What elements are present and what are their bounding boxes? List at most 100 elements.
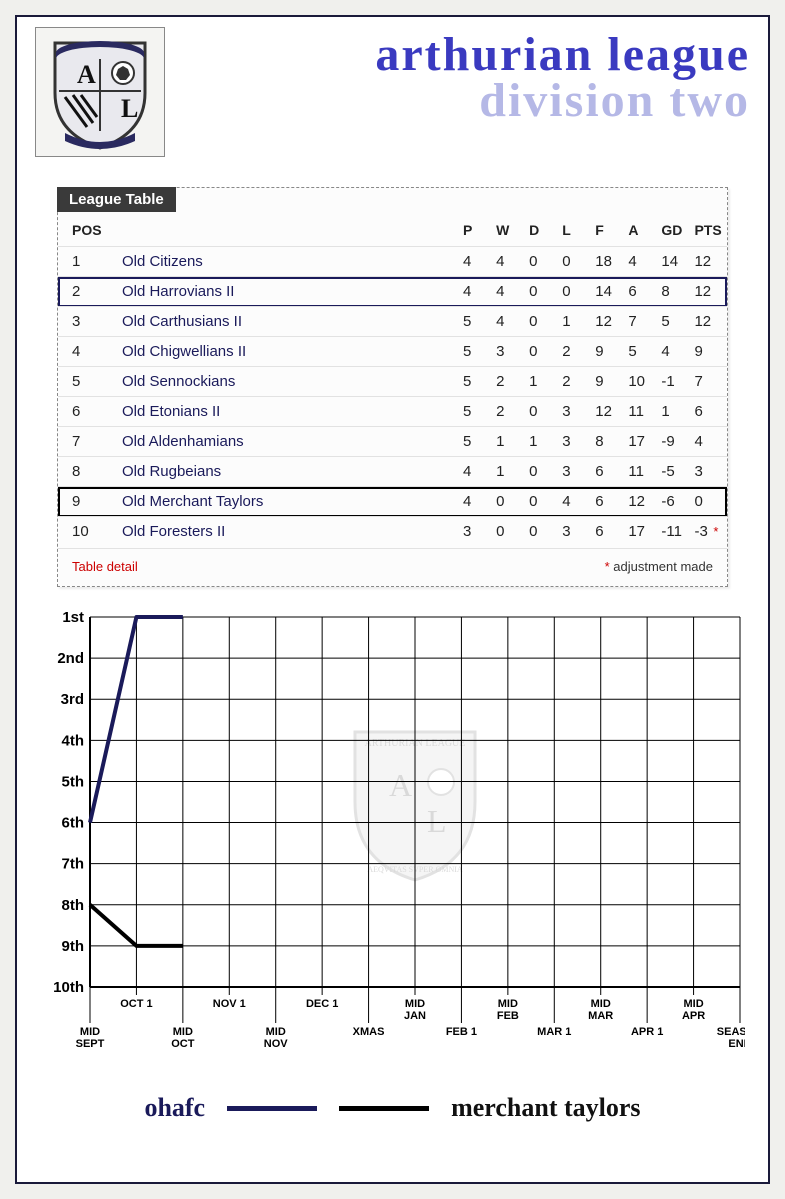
svg-text:MID: MID — [405, 998, 425, 1010]
cell: 12 — [690, 247, 727, 277]
cell: 0 — [525, 517, 558, 547]
cell: 5 — [459, 427, 492, 457]
svg-text:MID: MID — [80, 1026, 100, 1038]
col-header: GD — [657, 212, 690, 247]
cell: 11 — [624, 457, 657, 487]
col-header: POS — [58, 212, 118, 247]
cell: -11 — [657, 517, 690, 547]
cell: 4 — [492, 247, 525, 277]
legend-swatch-merchant — [339, 1106, 429, 1111]
position-chart: ARTHURIAN LEAGUEALAEQVITAS SVPER OMNIA1s… — [45, 609, 740, 1079]
cell: 1 — [525, 367, 558, 397]
cell: 3 — [558, 517, 591, 547]
cell: 1 — [492, 457, 525, 487]
cell: 0 — [525, 487, 558, 517]
cell: 0 — [525, 247, 558, 277]
team-link[interactable]: Old Foresters II — [118, 517, 459, 547]
cell: 0 — [525, 337, 558, 367]
cell: 6 — [690, 397, 727, 427]
cell: 5 — [58, 367, 118, 397]
col-header: F — [591, 212, 624, 247]
team-link[interactable]: Old Chigwellians II — [118, 337, 459, 367]
cell: 7 — [58, 427, 118, 457]
team-link[interactable]: Old Aldenhamians — [118, 427, 459, 457]
cell: 1 — [58, 247, 118, 277]
cell: 8 — [591, 427, 624, 457]
col-header — [118, 212, 459, 247]
col-header: A — [624, 212, 657, 247]
cell: 0 — [525, 397, 558, 427]
cell: 0 — [558, 247, 591, 277]
league-table-card: League Table POSPWDLFAGDPTS 1Old Citizen… — [57, 187, 728, 587]
cell: 6 — [58, 397, 118, 427]
svg-text:JAN: JAN — [404, 1010, 426, 1022]
table-row: 5Old Sennockians5212910-17 — [58, 367, 727, 397]
svg-text:NOV 1: NOV 1 — [213, 998, 246, 1010]
position-chart-svg: ARTHURIAN LEAGUEALAEQVITAS SVPER OMNIA1s… — [45, 609, 745, 1079]
table-detail-link[interactable]: Table detail — [72, 559, 138, 574]
table-row: 3Old Carthusians II5401127512 — [58, 307, 727, 337]
cell: 9 — [591, 337, 624, 367]
cell: 6 — [591, 517, 624, 547]
cell: 7 — [690, 367, 727, 397]
cell: 8 — [657, 277, 690, 307]
svg-text:APR 1: APR 1 — [631, 1026, 663, 1038]
team-link[interactable]: Old Harrovians II — [118, 277, 459, 307]
cell: 1 — [525, 427, 558, 457]
league-table-tab: League Table — [57, 187, 176, 212]
cell: 4 — [492, 307, 525, 337]
cell: 8 — [58, 457, 118, 487]
cell: 0 — [492, 517, 525, 547]
cell: 0 — [525, 457, 558, 487]
legend-swatch-ohafc — [227, 1106, 317, 1111]
cell: -3 * — [690, 517, 727, 547]
team-link[interactable]: Old Merchant Taylors — [118, 487, 459, 517]
cell: 3 — [558, 397, 591, 427]
cell: 12 — [591, 307, 624, 337]
svg-text:A: A — [389, 767, 412, 803]
svg-text:MAR: MAR — [588, 1010, 613, 1022]
cell: 6 — [591, 457, 624, 487]
adjustment-asterisk: * — [710, 524, 719, 539]
svg-text:6th: 6th — [62, 815, 85, 832]
col-header: D — [525, 212, 558, 247]
cell: 10 — [624, 367, 657, 397]
cell: 14 — [657, 247, 690, 277]
cell: 12 — [591, 397, 624, 427]
league-table-body: 1Old Citizens440018414122Old Harrovians … — [58, 247, 727, 547]
team-link[interactable]: Old Sennockians — [118, 367, 459, 397]
table-row: 1Old Citizens44001841412 — [58, 247, 727, 277]
cell: 5 — [459, 367, 492, 397]
team-link[interactable]: Old Carthusians II — [118, 307, 459, 337]
svg-text:MID: MID — [498, 998, 518, 1010]
cell: 17 — [624, 517, 657, 547]
svg-text:END: END — [728, 1038, 745, 1050]
cell: 4 — [492, 277, 525, 307]
table-row: 10Old Foresters II3003617-11-3 * — [58, 517, 727, 547]
cell: 2 — [492, 397, 525, 427]
cell: 12 — [690, 307, 727, 337]
team-link[interactable]: Old Rugbeians — [118, 457, 459, 487]
svg-text:SEPT: SEPT — [76, 1038, 105, 1050]
league-table-head: POSPWDLFAGDPTS — [58, 212, 727, 247]
svg-text:FEB: FEB — [497, 1010, 519, 1022]
team-link[interactable]: Old Citizens — [118, 247, 459, 277]
svg-text:MID: MID — [266, 1026, 286, 1038]
table-footer: Table detail * adjustment made — [58, 548, 727, 574]
asterisk-icon: * — [605, 559, 610, 574]
svg-text:3rd: 3rd — [61, 691, 84, 708]
cell: 5 — [657, 307, 690, 337]
svg-text:APR: APR — [682, 1010, 705, 1022]
cell: 5 — [459, 337, 492, 367]
cell: 3 — [558, 427, 591, 457]
cell: 0 — [525, 307, 558, 337]
cell: 0 — [492, 487, 525, 517]
adjustment-note: * adjustment made — [605, 559, 713, 574]
cell: 4 — [459, 247, 492, 277]
cell: 0 — [558, 277, 591, 307]
cell: 9 — [591, 367, 624, 397]
svg-text:2nd: 2nd — [57, 650, 84, 667]
team-link[interactable]: Old Etonians II — [118, 397, 459, 427]
cell: 12 — [690, 277, 727, 307]
header: A L arthurian league division two — [17, 17, 768, 157]
